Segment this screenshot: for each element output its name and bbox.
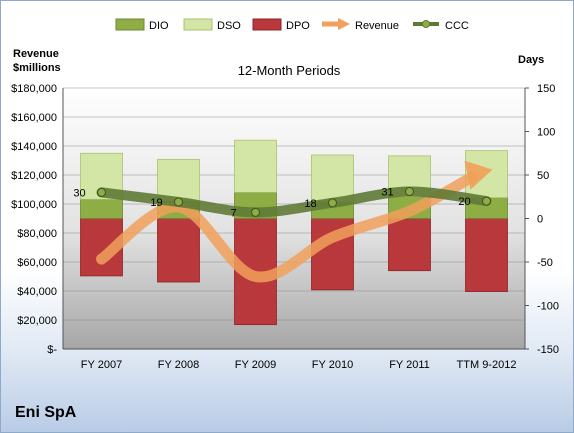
- left-tick-label: $120,000: [11, 170, 57, 182]
- category-label: FY 2007: [81, 359, 122, 371]
- revenue-line: [96, 171, 478, 283]
- ccc-point: [97, 187, 106, 197]
- bar-dpo: [465, 218, 508, 292]
- category-label: FY 2008: [158, 359, 199, 371]
- legend-label-revenue: Revenue: [355, 20, 399, 32]
- ccc-point: [328, 198, 337, 208]
- left-tick-label: $140,000: [11, 141, 57, 153]
- bar-dpo: [388, 218, 431, 272]
- ccc-point: [405, 187, 414, 197]
- ccc-data-label: 7: [230, 207, 236, 219]
- left-tick-label: $-: [47, 344, 57, 356]
- legend-swatch-dpo: [252, 18, 282, 31]
- left-tick-label: $100,000: [11, 199, 57, 211]
- category-label: FY 2009: [235, 359, 276, 371]
- left-tick-label: $60,000: [17, 257, 57, 269]
- bar-dio: [80, 198, 123, 219]
- legend-label-dpo: DPO: [286, 20, 310, 32]
- right-tick-label: 50: [537, 170, 549, 182]
- ccc-point: [482, 196, 491, 206]
- right-tick-label: -150: [537, 344, 559, 356]
- legend-swatch-dso: [183, 18, 213, 31]
- category-label: FY 2010: [312, 359, 353, 371]
- right-tick-label: 150: [537, 83, 555, 95]
- ccc-data-label: 30: [73, 187, 85, 199]
- left-tick-label: $80,000: [17, 228, 57, 240]
- bar-dso: [157, 158, 200, 202]
- left-tick-label: $180,000: [11, 83, 57, 95]
- legend-label-dio: DIO: [149, 20, 169, 32]
- ccc-data-label: 18: [304, 198, 316, 210]
- category-label: FY 2011: [389, 359, 430, 371]
- left-tick-label: $20,000: [17, 315, 57, 327]
- ccc-data-label: 20: [458, 196, 470, 208]
- bar-dpo: [157, 218, 200, 283]
- left-axis-label-line1: Revenue: [13, 48, 59, 60]
- right-tick-label: 100: [537, 127, 555, 139]
- legend-swatch-ccc: [413, 20, 439, 28]
- ccc-line: [96, 186, 492, 218]
- category-label: TTM 9-2012: [457, 359, 517, 371]
- chart-title: 12-Month Periods: [238, 63, 341, 78]
- legend-label-dso: DSO: [217, 20, 241, 32]
- left-tick-label: $160,000: [11, 112, 57, 124]
- bar-dso: [311, 154, 354, 203]
- ccc-data-label: 31: [381, 187, 393, 199]
- ccc-point: [174, 197, 183, 207]
- ccc-point: [251, 207, 260, 217]
- left-axis-label-line2: $millions: [13, 62, 61, 74]
- legend-swatch-dio: [115, 18, 145, 31]
- right-tick-label: -100: [537, 301, 559, 313]
- legend-swatch-revenue: [322, 18, 350, 30]
- lines: 30 19 7 18 31 20: [73, 160, 493, 283]
- ccc-data-label: 19: [150, 197, 162, 209]
- plot-area: [63, 88, 525, 349]
- revenue-arrowhead: [464, 160, 493, 190]
- legend-label-ccc: CCC: [445, 20, 469, 32]
- right-tick-label: 0: [537, 214, 543, 226]
- company-name: Eni SpA: [15, 404, 77, 421]
- left-tick-label: $40,000: [17, 286, 57, 298]
- bar-dso: [234, 139, 277, 193]
- right-tick-label: -50: [537, 257, 553, 269]
- legend: DIO DSO DPO Revenue CCC: [115, 18, 469, 32]
- right-axis-label: Days: [518, 54, 544, 66]
- axes: $- $20,000 $40,000 $60,000 $80,000 $100,000 $1…: [11, 83, 559, 371]
